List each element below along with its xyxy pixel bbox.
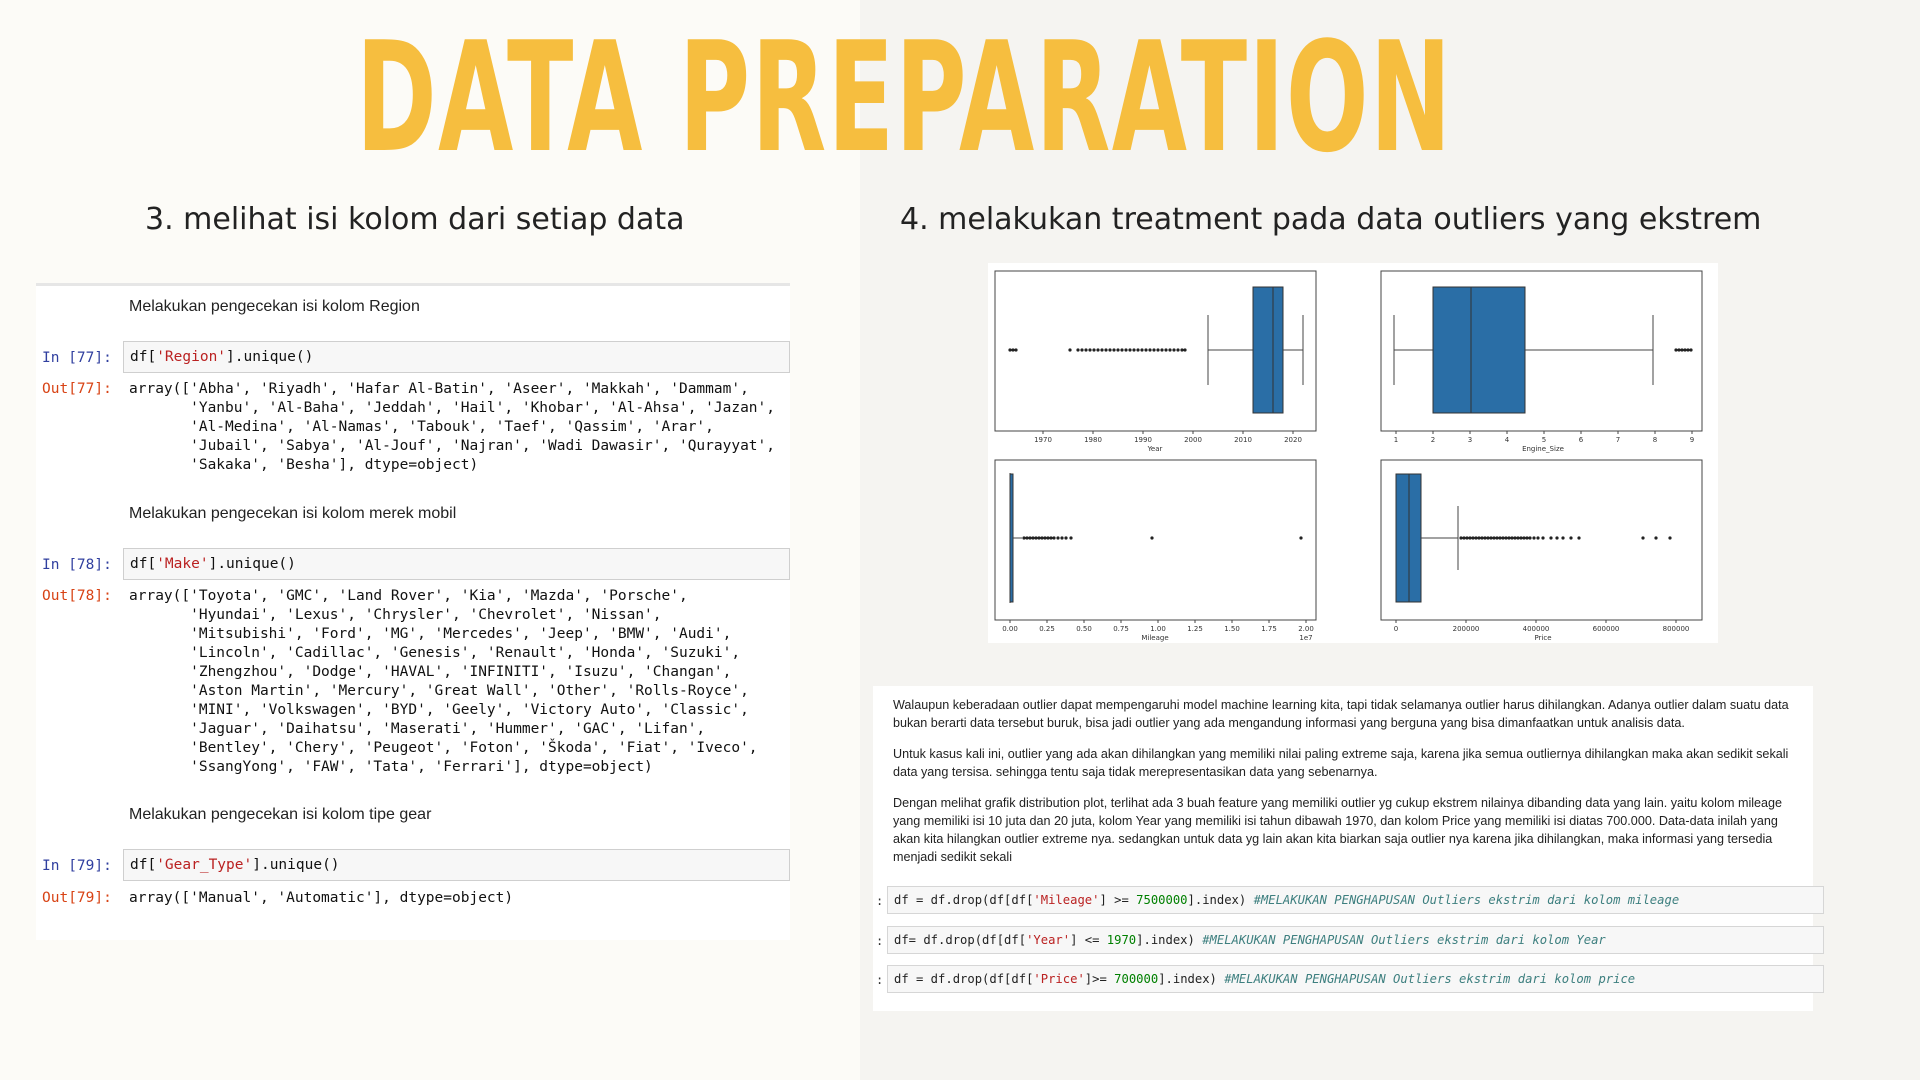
axis-label: Price <box>1534 634 1551 642</box>
code-text: ].index) <box>1136 933 1203 947</box>
code-text: df[ <box>130 857 157 873</box>
markdown-cell: Melakukan pengecekan isi kolom merek mob… <box>129 505 457 522</box>
code-text: ].unique() <box>208 556 296 572</box>
tick-label: 1.75 <box>1261 625 1277 633</box>
code-text: ].index) <box>1187 893 1254 907</box>
boxplot-year: 1970 1980 1990 2000 2010 2020 Year <box>994 270 1317 453</box>
tick-label: 8 <box>1653 436 1657 444</box>
boxplot-price: 0 200000 400000 600000 800000 Price <box>1380 459 1703 642</box>
cell-prompt: : <box>876 973 884 987</box>
tick-label: 0.75 <box>1113 625 1129 633</box>
output-prompt: Out[78]: <box>42 588 112 604</box>
boxplot-figure: 1970 1980 1990 2000 2010 2020 Year <box>988 263 1718 643</box>
code-cell[interactable]: df['Gear_Type'].unique() <box>123 849 790 881</box>
paragraph: Dengan melihat grafik distribution plot,… <box>893 796 1783 864</box>
code-text: df[ <box>130 349 157 365</box>
code-text: ] >= <box>1099 893 1137 907</box>
cell-output: array(['Manual', 'Automatic'], dtype=obj… <box>129 890 514 906</box>
tick-label: 3 <box>1468 436 1472 444</box>
boxplot-mileage: 0.00 0.25 0.50 0.75 1.00 1.25 1.50 1.75 … <box>994 459 1317 642</box>
tick-label: 0.50 <box>1076 625 1092 633</box>
code-number: 7500000 <box>1136 893 1188 907</box>
tick-label: 9 <box>1690 436 1694 444</box>
code-string: 'Region' <box>156 349 227 365</box>
paragraph: Untuk kasus kali ini, outlier yang ada a… <box>893 747 1789 779</box>
cell-output: array(['Abha', 'Riyadh', 'Hafar Al-Batin… <box>129 381 776 473</box>
boxplot-engine-size: 1 2 3 4 5 6 7 8 9 Engine_Size <box>1380 270 1703 453</box>
tick-label: 1970 <box>1034 436 1052 444</box>
code-text: ].index) <box>1158 972 1225 986</box>
notebook-panel: Melakukan pengecekan isi kolom Region In… <box>36 283 790 940</box>
code-string: 'Gear_Type' <box>156 857 253 873</box>
boxplot-svg: 1970 1980 1990 2000 2010 2020 Year <box>994 270 1703 642</box>
left-heading: 3. melihat isi kolom dari setiap data <box>145 202 685 237</box>
tick-label: 1980 <box>1084 436 1102 444</box>
axis-offset-label: 1e7 <box>1299 634 1312 642</box>
code-number: 1970 <box>1106 933 1137 947</box>
input-prompt: In [79]: <box>42 858 112 874</box>
code-cell[interactable]: df['Make'].unique() <box>123 548 790 580</box>
axis-label: Year <box>1147 445 1163 453</box>
slide-title: DATA PREPARATION <box>356 9 1453 186</box>
input-prompt: In [77]: <box>42 350 112 366</box>
tick-label: 6 <box>1579 436 1584 444</box>
code-text: ].unique() <box>226 349 314 365</box>
tick-label: 4 <box>1505 436 1510 444</box>
tick-label: 1.00 <box>1150 625 1166 633</box>
tick-label: 800000 <box>1663 625 1690 633</box>
code-text: df[ <box>130 556 157 572</box>
code-text: ].unique() <box>252 857 340 873</box>
tick-label: 2010 <box>1234 436 1252 444</box>
code-text: df = df.drop(df[df[ <box>894 972 1034 986</box>
code-text: df = df.drop(df[df[ <box>894 893 1034 907</box>
tick-label: 2 <box>1431 436 1435 444</box>
tick-label: 1.25 <box>1187 625 1203 633</box>
code-string: 'Mileage' <box>1033 893 1100 907</box>
axis-label: Engine_Size <box>1522 445 1564 453</box>
tick-label: 2020 <box>1284 436 1302 444</box>
code-string: 'Make' <box>156 556 209 572</box>
code-comment: #MELAKUKAN PENGHAPUSAN Outliers ekstrim … <box>1253 893 1680 907</box>
output-prompt: Out[77]: <box>42 381 112 397</box>
cell-output: array(['Toyota', 'GMC', 'Land Rover', 'K… <box>129 588 758 775</box>
code-comment: #MELAKUKAN PENGHAPUSAN Outliers ekstrim … <box>1202 933 1606 947</box>
tick-label: 0.00 <box>1002 625 1018 633</box>
tick-label: 600000 <box>1593 625 1620 633</box>
tick-label: 5 <box>1542 436 1546 444</box>
code-cell-mileage[interactable]: df = df.drop(df[df['Mileage'] >= 7500000… <box>887 886 1824 914</box>
markdown-cell: Melakukan pengecekan isi kolom Region <box>129 298 420 315</box>
paragraph: Walaupun keberadaan outlier dapat mempen… <box>893 698 1789 730</box>
tick-label: 1 <box>1394 436 1398 444</box>
code-text: ] <= <box>1070 933 1107 947</box>
code-cell[interactable]: df['Region'].unique() <box>123 341 790 373</box>
code-string: 'Price' <box>1033 972 1085 986</box>
tick-label: 0.25 <box>1039 625 1055 633</box>
axis-label: Mileage <box>1141 634 1168 642</box>
notes-panel: Walaupun keberadaan outlier dapat mempen… <box>873 686 1824 1011</box>
tick-label: 2000 <box>1184 436 1202 444</box>
code-text: df= df.drop(df[df[ <box>894 933 1027 947</box>
code-cell-price[interactable]: df = df.drop(df[df['Price']>= 700000].in… <box>887 965 1824 993</box>
tick-label: 200000 <box>1453 625 1480 633</box>
code-cell-year[interactable]: df= df.drop(df[df['Year'] <= 1970].index… <box>887 926 1824 954</box>
tick-label: 2.00 <box>1298 625 1314 633</box>
tick-label: 7 <box>1616 436 1620 444</box>
tick-label: 1.50 <box>1224 625 1240 633</box>
right-heading: 4. melakukan treatment pada data outlier… <box>900 202 1762 237</box>
code-comment: #MELAKUKAN PENGHAPUSAN Outliers ekstrim … <box>1224 972 1636 986</box>
code-text: ]>= <box>1084 972 1115 986</box>
code-string: 'Year' <box>1026 933 1071 947</box>
tick-label: 1990 <box>1134 436 1152 444</box>
code-number: 700000 <box>1114 972 1159 986</box>
tick-label: 0 <box>1394 625 1398 633</box>
cell-prompt: : <box>876 934 884 948</box>
cell-prompt: : <box>876 894 884 908</box>
output-prompt: Out[79]: <box>42 890 112 906</box>
markdown-cell: Melakukan pengecekan isi kolom tipe gear <box>129 806 432 823</box>
input-prompt: In [78]: <box>42 557 112 573</box>
tick-label: 400000 <box>1523 625 1550 633</box>
outlier-points <box>1008 348 1187 352</box>
